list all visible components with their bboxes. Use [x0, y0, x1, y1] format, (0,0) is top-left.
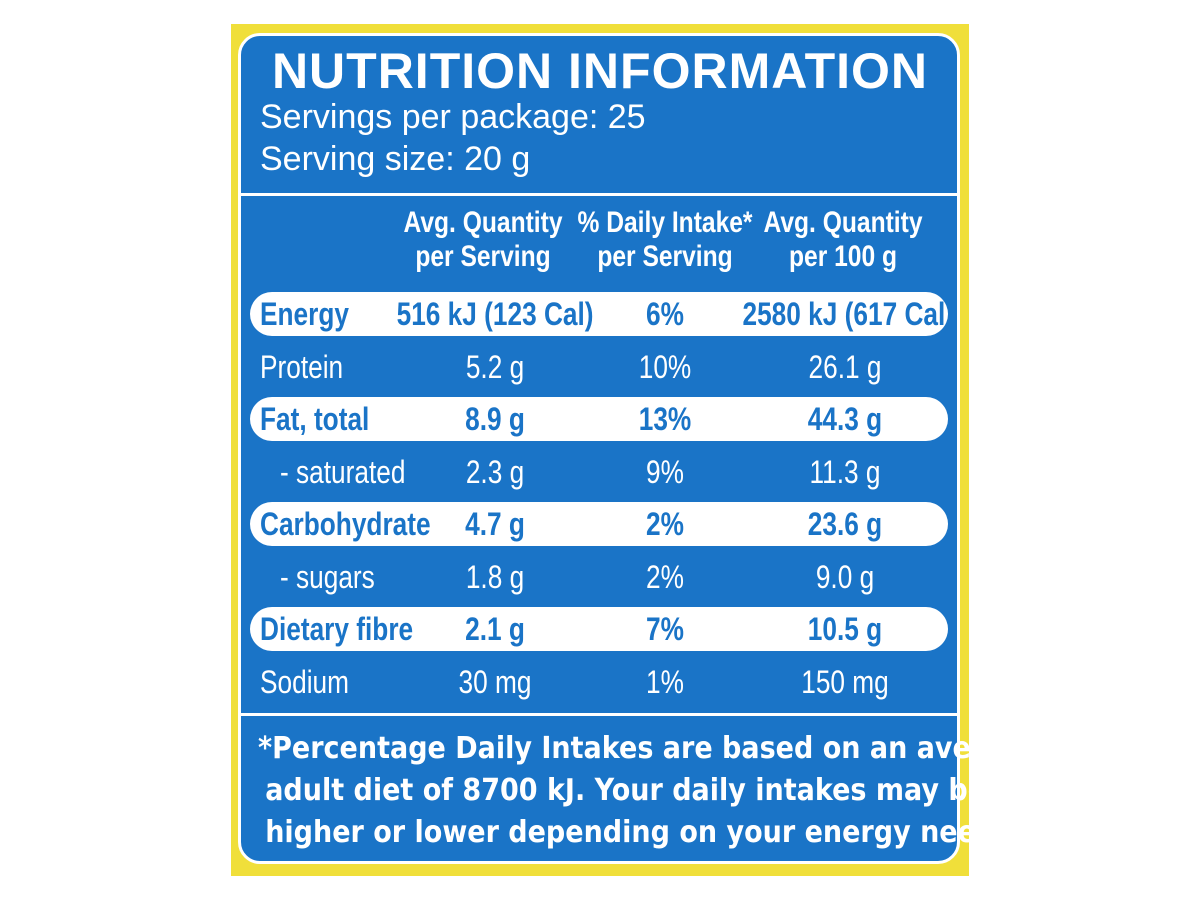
- header-daily-intake-line1: % Daily Intake*: [577, 206, 753, 239]
- per-100g-value: 2580 kJ (617 Cal): [742, 296, 955, 332]
- row-highlight: [250, 607, 948, 651]
- per-100g-value: 44.3 g: [807, 401, 883, 437]
- table-row-dietary-fibre: Dietary fibre 2.1 g 7% 10.5 g: [250, 607, 948, 651]
- per-serving-value: 8.9 g: [465, 401, 525, 437]
- table-row-fat-total: Fat, total 8.9 g 13% 44.3 g: [250, 397, 948, 441]
- nutrition-panel: [238, 33, 960, 864]
- per-serving-value: 516 kJ (123 Cal): [396, 296, 594, 332]
- daily-intake-value: 1%: [646, 664, 684, 700]
- header-per-serving: Avg. Quantity per Serving: [397, 206, 569, 274]
- daily-intake-value: 10%: [638, 349, 692, 385]
- table-row-sugars: - sugars 1.8 g 2% 9.0 g: [250, 555, 948, 599]
- daily-intake-value: 9%: [646, 454, 684, 490]
- serving-size: Serving size: 20 g: [260, 140, 531, 178]
- per-serving-value: 1.8 g: [465, 559, 525, 595]
- row-label: - saturated: [280, 454, 406, 490]
- per-100g-value: 11.3 g: [809, 454, 881, 490]
- footnote: *Percentage Daily Intakes are based on a…: [258, 728, 1041, 854]
- row-label: Dietary fibre: [260, 611, 414, 647]
- per-serving-value: 5.2 g: [465, 349, 525, 385]
- table-row-protein: Protein 5.2 g 10% 26.1 g: [250, 345, 948, 389]
- header-per-100g-line2: per 100 g: [788, 240, 898, 273]
- row-highlight: [250, 397, 948, 441]
- per-serving-value: 30 mg: [458, 664, 532, 700]
- divider-bottom: [238, 713, 960, 716]
- row-label: Carbohydrate: [260, 506, 431, 542]
- per-serving-value: 4.7 g: [465, 506, 525, 542]
- row-label: Fat, total: [260, 401, 370, 437]
- row-label: - sugars: [280, 559, 375, 595]
- footnote-line: higher or lower depending on your energy…: [265, 815, 1022, 850]
- row-label: Protein: [260, 349, 344, 385]
- header-daily-intake: % Daily Intake* per Serving: [575, 206, 755, 274]
- per-100g-value: 150 mg: [801, 664, 889, 700]
- daily-intake-value: 7%: [646, 611, 684, 647]
- per-100g-value: 10.5 g: [807, 611, 883, 647]
- per-serving-value: 2.1 g: [465, 611, 525, 647]
- header-per-serving-line2: per Serving: [415, 240, 551, 273]
- divider-top: [238, 193, 960, 196]
- daily-intake-value: 2%: [646, 559, 684, 595]
- per-serving-value: 2.3 g: [465, 454, 525, 490]
- daily-intake-value: 6%: [646, 296, 684, 332]
- header-daily-intake-line2: per Serving: [597, 240, 733, 273]
- header-per-serving-line1: Avg. Quantity: [403, 206, 563, 239]
- daily-intake-value: 2%: [646, 506, 684, 542]
- table-row-carbohydrate: Carbohydrate 4.7 g 2% 23.6 g: [250, 502, 948, 546]
- header-per-100g-line1: Avg. Quantity: [763, 206, 923, 239]
- row-label: Sodium: [260, 664, 349, 700]
- table-row-saturated: - saturated 2.3 g 9% 11.3 g: [250, 450, 948, 494]
- panel-title: NUTRITION INFORMATION: [271, 43, 929, 99]
- per-100g-value: 9.0 g: [815, 559, 875, 595]
- footnote-line: *Percentage Daily Intakes are based on a…: [258, 731, 1041, 766]
- table-row-energy: Energy 516 kJ (123 Cal) 6% 2580 kJ (617 …: [250, 292, 955, 336]
- footnote-line: adult diet of 8700 kJ. Your daily intake…: [265, 773, 987, 808]
- daily-intake-value: 13%: [638, 401, 692, 437]
- row-highlight: [250, 292, 948, 336]
- row-label: Energy: [260, 296, 349, 332]
- row-highlight: [250, 502, 948, 546]
- servings-per-package: Servings per package: 25: [260, 98, 646, 136]
- header-per-100g: Avg. Quantity per 100 g: [753, 206, 933, 274]
- table-row-sodium: Sodium 30 mg 1% 150 mg: [250, 660, 948, 704]
- per-100g-value: 26.1 g: [808, 349, 882, 385]
- per-100g-value: 23.6 g: [807, 506, 883, 542]
